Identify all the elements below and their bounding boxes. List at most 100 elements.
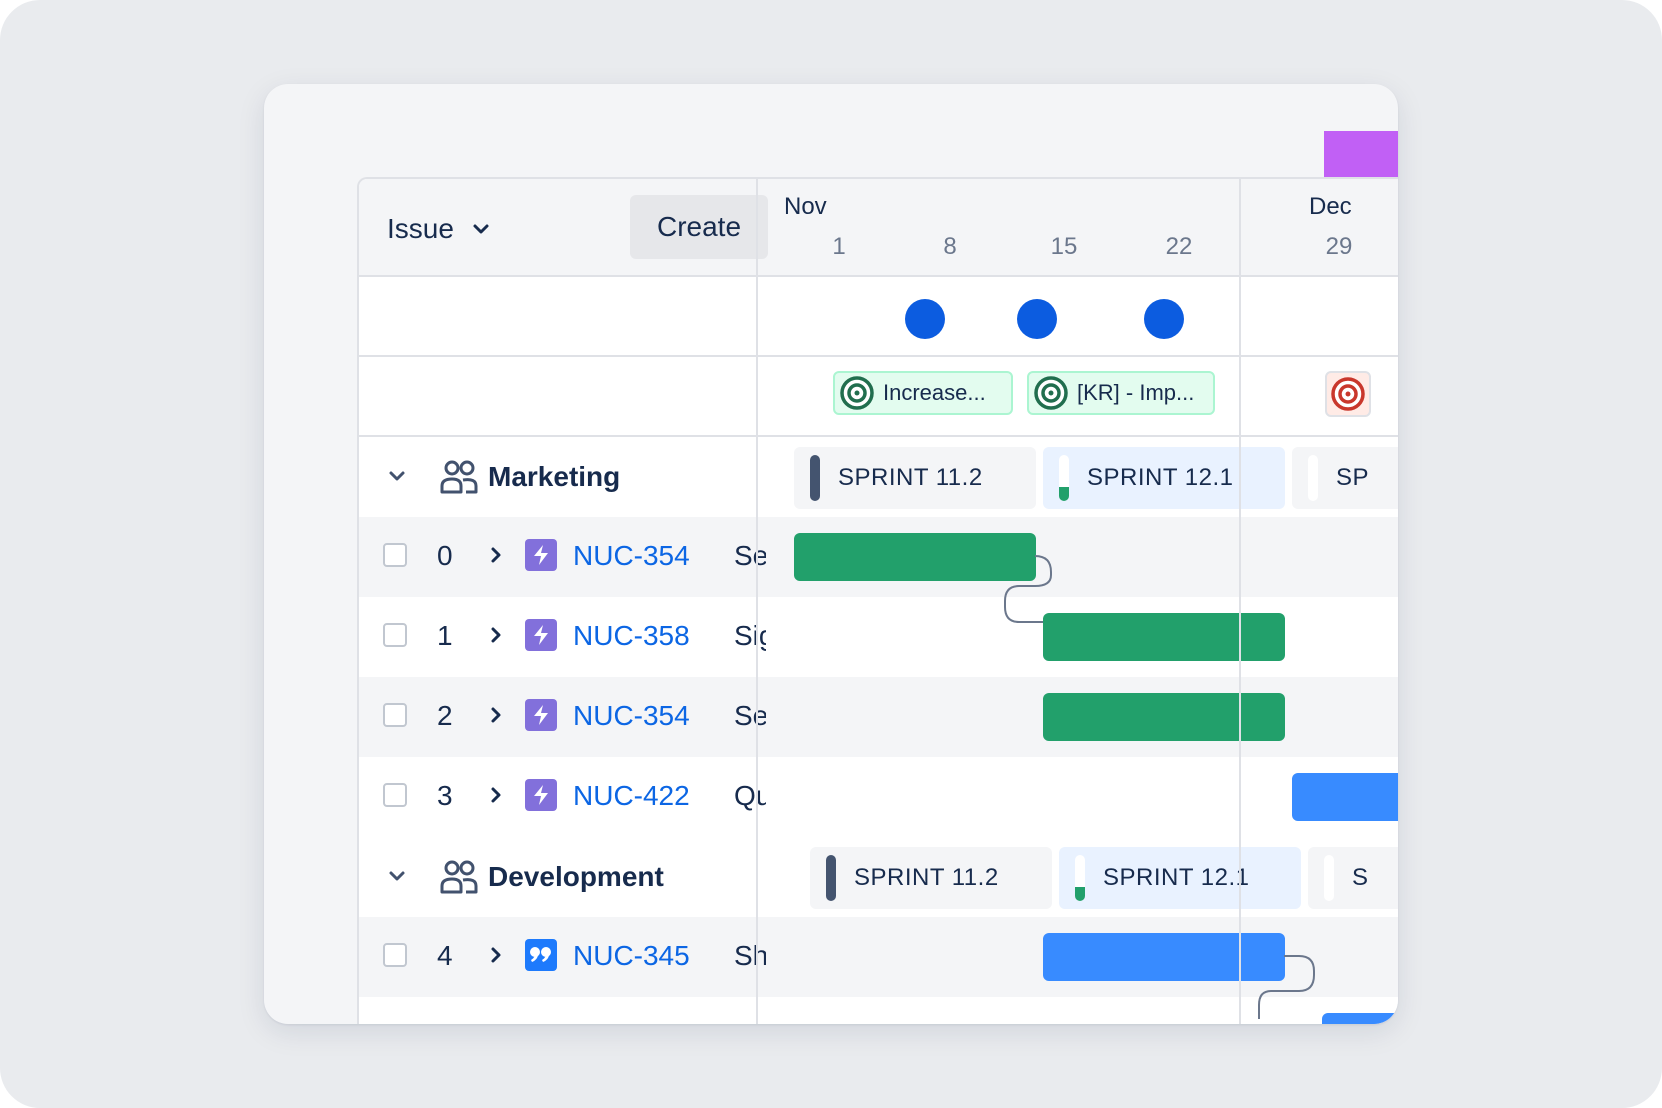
issue-summary: Sh [734, 940, 766, 971]
row-number: 4 [437, 940, 453, 971]
milestone-marker[interactable] [905, 299, 945, 339]
lightning-icon [525, 619, 557, 651]
sprint-label: SPRINT 12.1 [1087, 464, 1234, 491]
row-checkbox[interactable] [383, 943, 407, 967]
issue-field-select[interactable]: Issue [387, 213, 490, 245]
team-name: Marketing [488, 461, 621, 492]
chevron-right-icon[interactable] [489, 945, 503, 965]
issue-row[interactable]: 4 NUC-345 Sh [359, 917, 1398, 997]
row-number: 3 [437, 780, 453, 811]
goal-chip[interactable] [1325, 371, 1371, 417]
issue-bar[interactable] [1292, 773, 1398, 821]
day-label: 1 [832, 233, 846, 260]
issue-bar[interactable] [794, 533, 1036, 581]
sprint-label: S [1352, 864, 1369, 891]
create-button[interactable]: Create [630, 195, 768, 259]
milestone-marker[interactable] [1017, 299, 1057, 339]
people-icon [440, 460, 478, 494]
chevron-right-icon[interactable] [489, 545, 503, 565]
month-label: Dec [1309, 193, 1352, 220]
row-number: 1 [437, 620, 453, 651]
issue-key-link[interactable]: NUC-354 [573, 700, 690, 731]
timeline-marker [1324, 131, 1398, 177]
row-number: 0 [437, 540, 453, 571]
team-row[interactable]: Development SPRINT 11.2 SPRINT 12.1 S [359, 837, 1398, 917]
people-icon [440, 860, 478, 894]
timeline-grid: Issue Create Nov Dec 1 8 15 22 29 [357, 177, 1398, 1024]
goals-row: Increase... [KR] - Imp... [359, 357, 1398, 437]
chevron-down-icon [473, 224, 489, 234]
day-label: 15 [1050, 233, 1078, 260]
sprint-label: SPRINT 11.2 [838, 464, 983, 491]
sprint-label: SPRINT 11.2 [854, 864, 999, 891]
sprint-progress [1324, 855, 1334, 901]
sprint-progress [1075, 855, 1085, 901]
milestone-marker[interactable] [1144, 299, 1184, 339]
issue-key-link[interactable]: NUC-345 [573, 940, 690, 971]
issue-key-link[interactable]: NUC-422 [573, 780, 690, 811]
issue-bar[interactable] [1043, 933, 1285, 981]
chevron-down-icon[interactable] [387, 469, 407, 483]
issue-row[interactable]: 3 NUC-422 Qu [359, 757, 1398, 837]
chevron-down-icon[interactable] [387, 869, 407, 883]
issue-select-label: Issue [387, 213, 454, 244]
sprint-chip[interactable]: SPRINT 12.1 [1043, 447, 1285, 509]
issue-summary: Sig [734, 620, 766, 651]
issue-row[interactable]: 1 NUC-358 Sig [359, 597, 1398, 677]
sprint-progress [810, 455, 820, 501]
lightning-icon [525, 779, 557, 811]
issue-row[interactable]: 2 NUC-354 Se [359, 677, 1398, 757]
row-checkbox[interactable] [383, 783, 407, 807]
lightning-icon [525, 539, 557, 571]
issue-row[interactable] [359, 997, 1398, 1024]
month-label: Nov [784, 193, 827, 220]
milestone-row [359, 277, 1398, 357]
day-label: 29 [1325, 233, 1353, 260]
sprint-progress [826, 855, 836, 901]
target-icon [1331, 377, 1365, 411]
goal-chip[interactable]: [KR] - Imp... [1027, 371, 1215, 415]
timeline-header: Issue Create Nov Dec 1 8 15 22 29 [359, 179, 1398, 277]
chevron-right-icon[interactable] [489, 705, 503, 725]
sprint-label: SP [1336, 464, 1370, 491]
lightning-icon [525, 699, 557, 731]
sprint-chip[interactable]: SPRINT 12.1 [1059, 847, 1301, 909]
sprint-chip[interactable]: SP [1292, 447, 1398, 509]
column-divider [756, 179, 758, 1024]
quote-icon [525, 939, 557, 971]
goal-chip[interactable]: Increase... [833, 371, 1013, 415]
chevron-right-icon[interactable] [489, 785, 503, 805]
chevron-right-icon[interactable] [489, 625, 503, 645]
timeline-card: Issue Create Nov Dec 1 8 15 22 29 [264, 84, 1398, 1024]
dependency-connector [1004, 555, 1315, 1019]
row-checkbox[interactable] [383, 703, 407, 727]
issue-summary: Se [734, 540, 766, 571]
issue-row[interactable]: 0 NUC-354 Se [359, 517, 1398, 597]
sprint-chip[interactable]: SPRINT 11.2 [810, 847, 1052, 909]
issue-bar[interactable] [1043, 613, 1285, 661]
target-icon [1034, 376, 1068, 410]
day-label: 22 [1165, 233, 1193, 260]
row-checkbox[interactable] [383, 623, 407, 647]
team-row[interactable]: Marketing SPRINT 11.2 SPRINT 12.1 SP [359, 437, 1398, 517]
sprint-chip[interactable]: S [1308, 847, 1398, 909]
target-icon [840, 376, 874, 410]
month-divider [1239, 179, 1241, 1024]
sprint-label: SPRINT 12.1 [1103, 864, 1250, 891]
issue-bar[interactable] [1322, 1013, 1398, 1024]
sprint-progress-fill [1059, 487, 1069, 501]
issue-bar[interactable] [1043, 693, 1285, 741]
sprint-chip[interactable]: SPRINT 11.2 [794, 447, 1036, 509]
goal-label: Increase... [883, 380, 986, 405]
row-number: 2 [437, 700, 453, 731]
day-label: 8 [943, 233, 957, 260]
sprint-progress [1059, 455, 1069, 501]
row-checkbox[interactable] [383, 543, 407, 567]
issue-summary: Se [734, 700, 766, 731]
goal-label: [KR] - Imp... [1077, 380, 1195, 405]
issue-key-link[interactable]: NUC-358 [573, 620, 690, 651]
issue-summary: Qu [734, 780, 766, 811]
sprint-progress-fill [1075, 887, 1085, 901]
issue-key-link[interactable]: NUC-354 [573, 540, 690, 571]
